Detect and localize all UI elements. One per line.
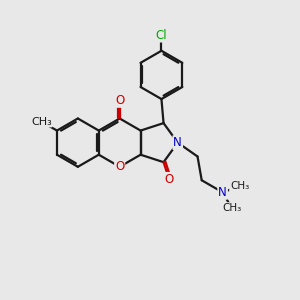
- Text: CH₃: CH₃: [230, 181, 249, 191]
- Text: N: N: [173, 136, 182, 149]
- Text: O: O: [164, 173, 174, 186]
- Text: Cl: Cl: [156, 28, 167, 42]
- Text: O: O: [115, 94, 124, 107]
- Text: CH₃: CH₃: [222, 203, 241, 213]
- Text: CH₃: CH₃: [31, 116, 52, 127]
- Text: N: N: [218, 186, 227, 199]
- Text: O: O: [115, 160, 124, 173]
